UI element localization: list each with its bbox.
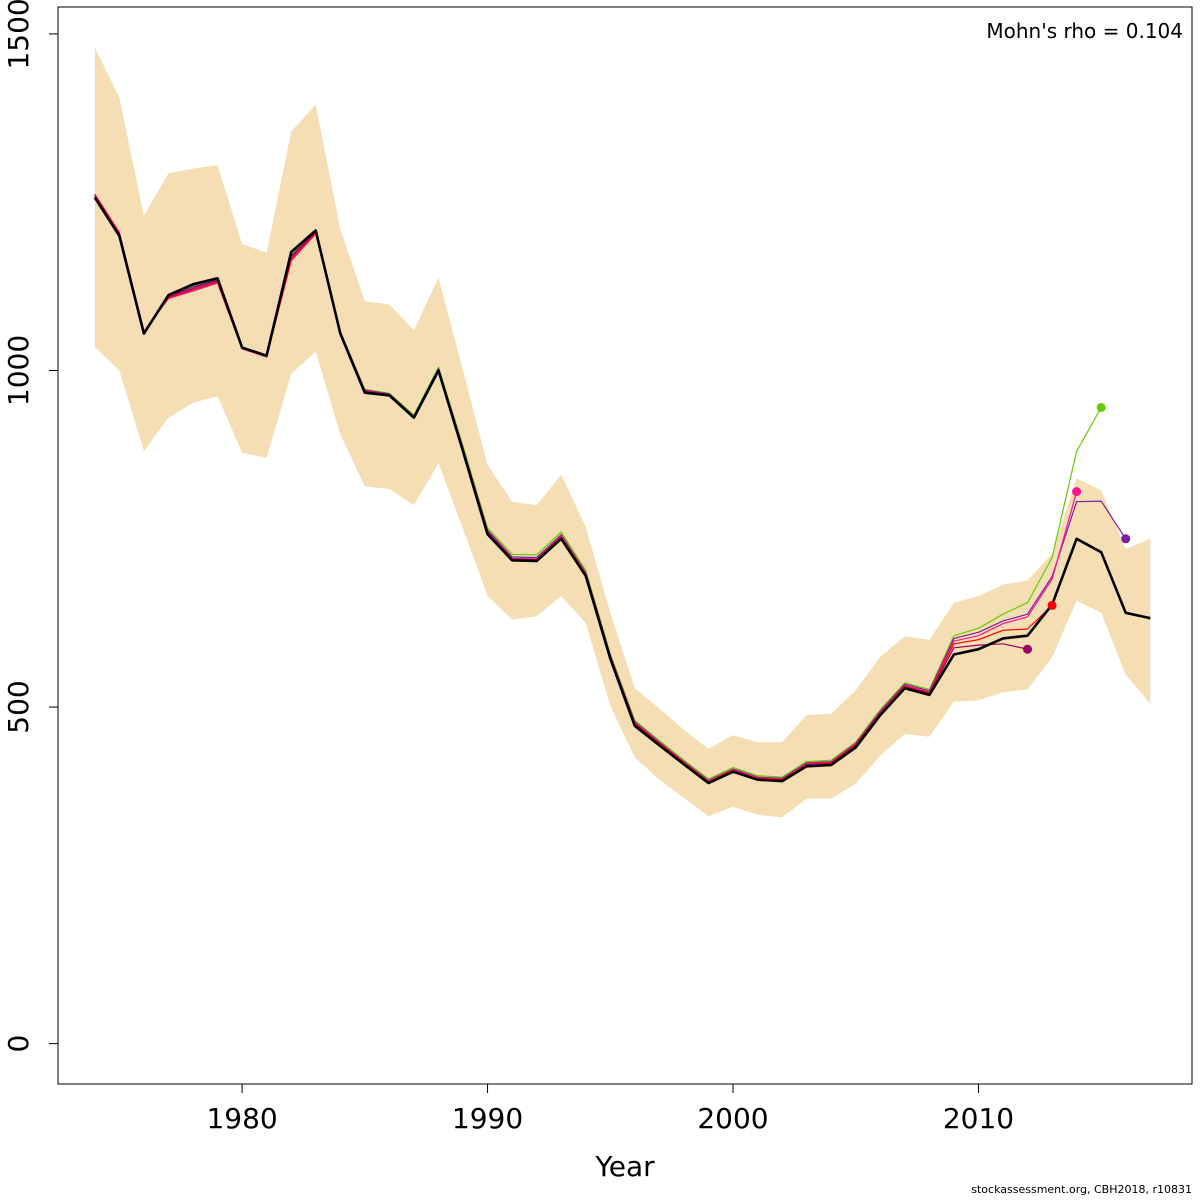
endpoint-point-peel3 bbox=[1072, 487, 1082, 497]
mohns-rho-annotation: Mohn's rho = 0.104 bbox=[986, 19, 1183, 43]
plot-frame bbox=[57, 6, 1193, 1085]
y-tick-label: 1000 bbox=[2, 335, 35, 406]
footer-credit: stockassessment.org, CBH2018, r10831 bbox=[971, 1183, 1192, 1196]
endpoint-point-peel4 bbox=[1047, 600, 1057, 610]
plot-area bbox=[93, 47, 1151, 818]
x-tick-label: 2010 bbox=[943, 1102, 1014, 1135]
x-axis-title: Year bbox=[594, 1150, 655, 1183]
x-axis: 1980 1990 2000 2010 bbox=[206, 1084, 1014, 1135]
y-tick-label: 0 bbox=[2, 1035, 35, 1053]
confidence-band bbox=[94, 47, 1151, 818]
x-tick-label: 1980 bbox=[206, 1102, 277, 1135]
y-axis: 0 500 1000 1500 bbox=[2, 0, 58, 1053]
endpoint-point-peel2 bbox=[1121, 534, 1131, 544]
y-tick-label: 1500 bbox=[2, 0, 35, 70]
x-tick-label: 1990 bbox=[452, 1102, 523, 1135]
endpoint-point-peel1 bbox=[1096, 403, 1106, 412]
series-line-base bbox=[93, 196, 1151, 785]
y-tick-label: 500 bbox=[2, 680, 35, 733]
x-tick-label: 2000 bbox=[697, 1102, 768, 1135]
endpoint-point-peel5 bbox=[1023, 644, 1032, 654]
